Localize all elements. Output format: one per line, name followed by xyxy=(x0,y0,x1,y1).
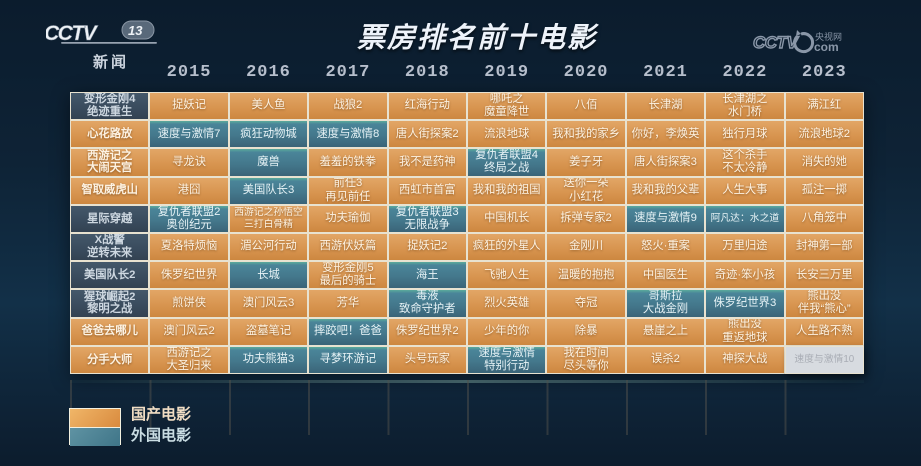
svg-text:com: com xyxy=(814,40,839,54)
svg-text:13: 13 xyxy=(128,23,143,38)
svg-text:CCTV: CCTV xyxy=(753,33,799,52)
svg-text:CCTV: CCTV xyxy=(46,22,99,45)
